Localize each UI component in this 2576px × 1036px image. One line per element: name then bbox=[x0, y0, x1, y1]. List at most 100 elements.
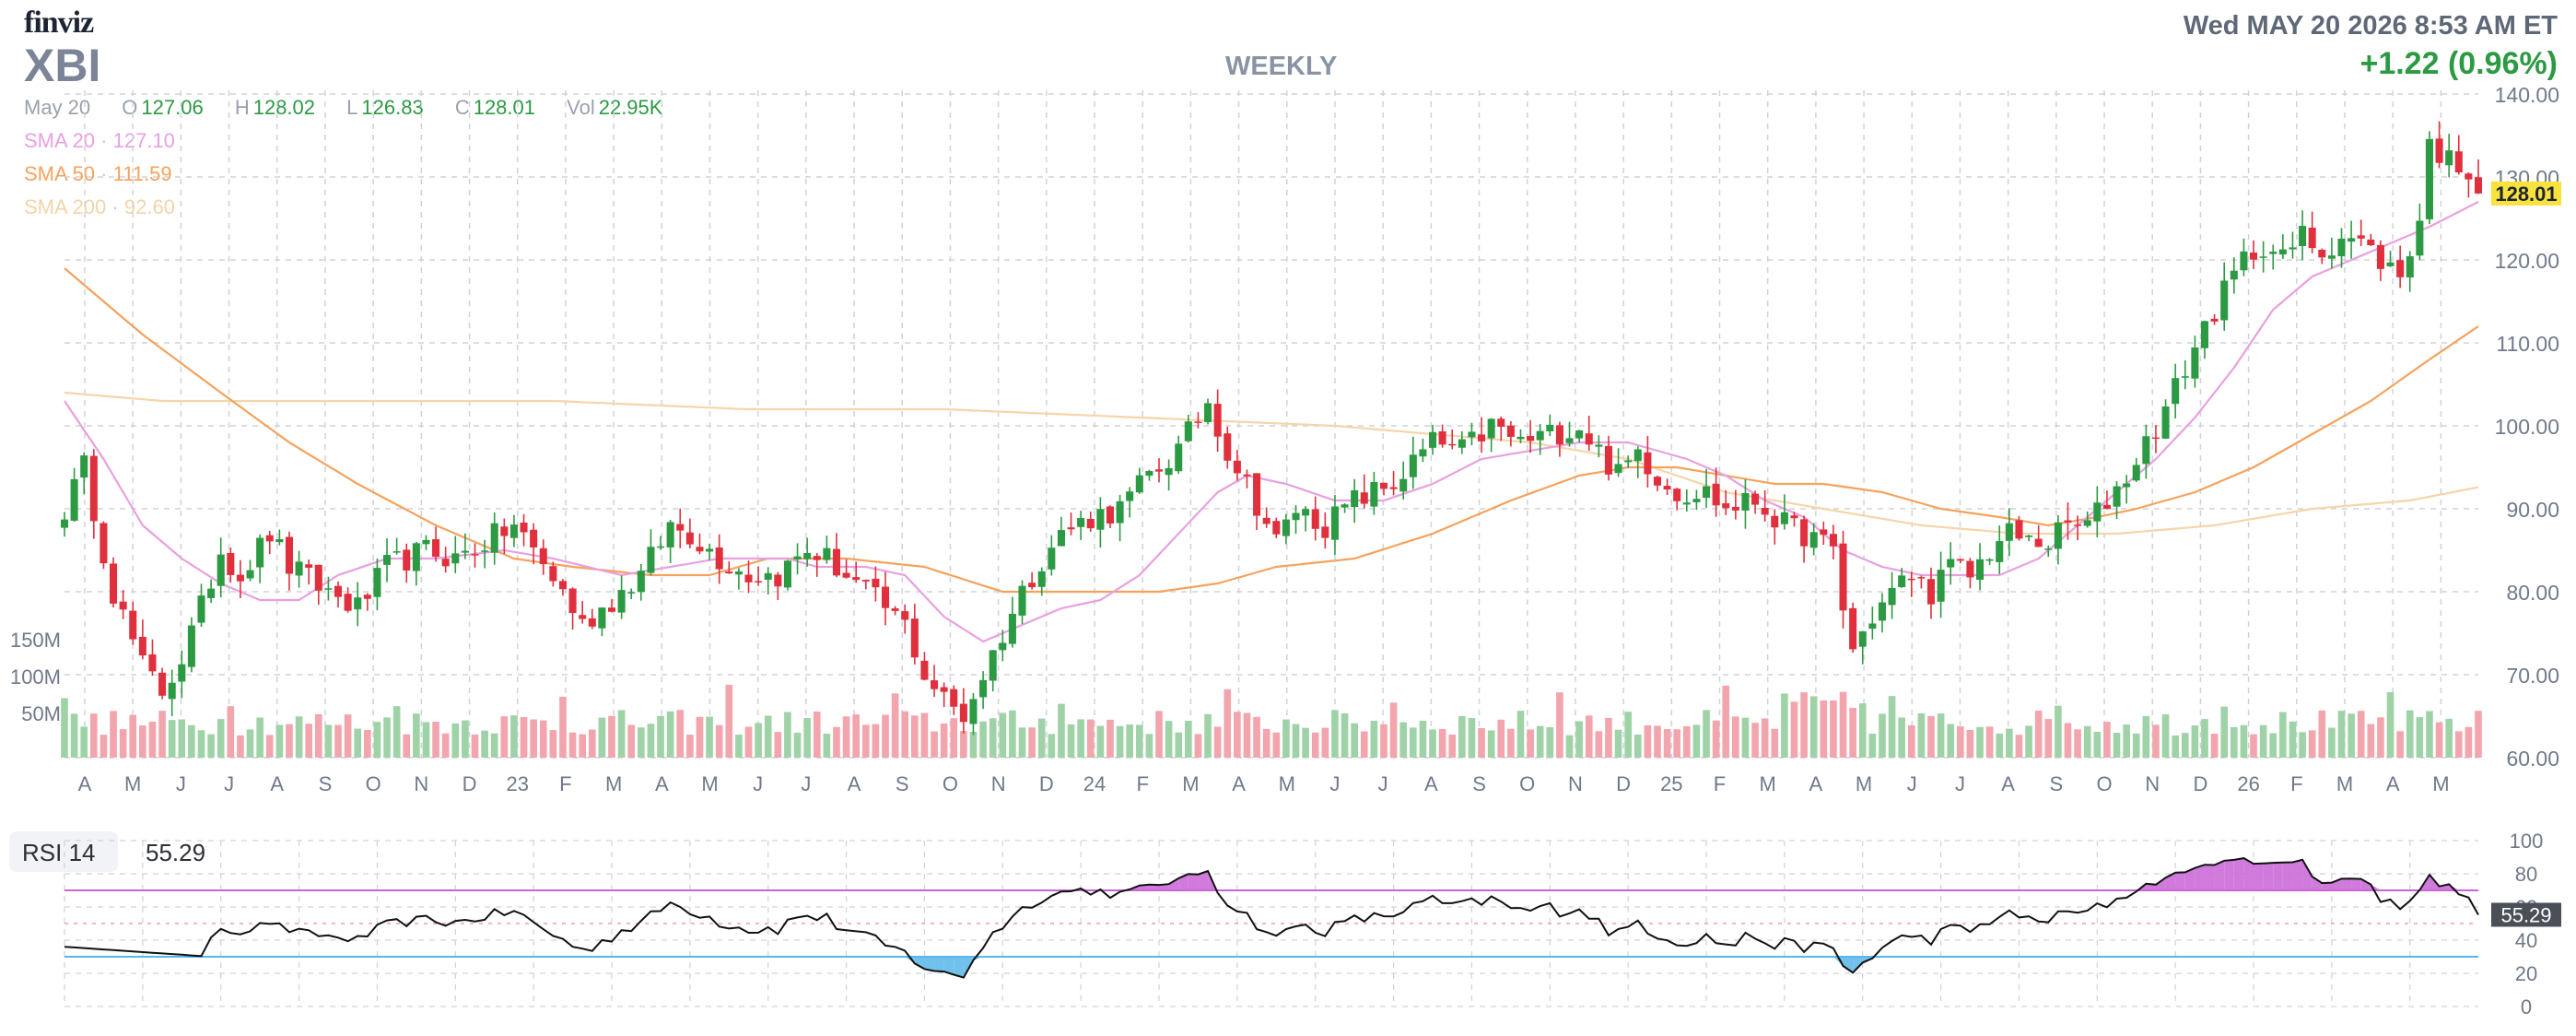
volume-bar bbox=[598, 717, 606, 758]
candle-body bbox=[60, 519, 69, 528]
candle-body bbox=[1126, 491, 1134, 501]
volume-bar bbox=[657, 715, 664, 758]
volume-bar bbox=[1575, 721, 1583, 758]
volume-bar bbox=[1204, 713, 1212, 758]
rsi-tag-bg bbox=[2491, 902, 2561, 927]
candle-body bbox=[530, 529, 538, 547]
price-tick-label: 100.00 bbox=[2495, 415, 2559, 439]
volume-bar bbox=[2337, 711, 2346, 758]
volume-bar bbox=[706, 716, 713, 758]
finviz-logo[interactable]: finviz bbox=[24, 6, 94, 40]
volume-bar bbox=[617, 710, 626, 758]
volume-bar bbox=[1389, 702, 1398, 758]
volume-bar bbox=[2308, 730, 2316, 758]
candle-body bbox=[500, 526, 509, 536]
candle-body bbox=[931, 680, 939, 689]
volume-bar bbox=[1067, 724, 1075, 758]
sma50-legend[interactable]: SMA 50 · 111.59 bbox=[24, 162, 172, 186]
volume-bar bbox=[1633, 735, 1642, 758]
volume-bar bbox=[119, 729, 127, 758]
volume-bar bbox=[969, 731, 978, 758]
price-tick-label: 120.00 bbox=[2495, 249, 2559, 273]
candle-body bbox=[2278, 249, 2287, 255]
rsi-oversold-fill bbox=[934, 957, 944, 972]
candle-body bbox=[1389, 487, 1398, 489]
candle-body bbox=[558, 581, 568, 590]
candle-body bbox=[2034, 538, 2043, 547]
date-tick-label: O bbox=[943, 772, 958, 795]
candle-body bbox=[1653, 477, 1662, 486]
candle-body bbox=[158, 672, 167, 696]
candle-body bbox=[187, 625, 195, 667]
volume-bar bbox=[1516, 711, 1525, 758]
candle-body bbox=[1555, 425, 1563, 445]
candle-body bbox=[1996, 541, 2004, 562]
candle-body bbox=[1175, 443, 1183, 472]
volume-bar bbox=[1614, 729, 1622, 758]
candle-body bbox=[217, 554, 225, 586]
candle-body bbox=[1341, 504, 1349, 508]
candle-body bbox=[793, 556, 802, 560]
volume-bar bbox=[911, 715, 919, 758]
volume-bar bbox=[1370, 720, 1378, 758]
volume-bar bbox=[842, 716, 850, 758]
volume-bar bbox=[344, 714, 352, 758]
candle-body bbox=[2142, 436, 2150, 465]
volume-bar bbox=[1507, 728, 1515, 758]
candle-body bbox=[1624, 460, 1633, 463]
rsi-tick-label: 20 bbox=[2515, 962, 2537, 985]
volume-bar bbox=[1272, 732, 1281, 758]
volume-bar bbox=[2103, 722, 2111, 758]
candle-body bbox=[1858, 630, 1867, 647]
volume-bar bbox=[1830, 700, 1837, 758]
timeframe-label[interactable]: WEEKLY bbox=[1225, 52, 1338, 81]
rsi-chart[interactable]: 020406080100 55.29 bbox=[0, 811, 2576, 1036]
rsi-overbought-fill bbox=[2331, 878, 2342, 890]
candle-body bbox=[1458, 439, 1466, 448]
date-tick-label: D bbox=[1039, 772, 1054, 795]
price-chart[interactable]: 60.0070.0080.0090.00100.00110.00120.0013… bbox=[0, 0, 2576, 811]
rsi-line bbox=[64, 857, 2479, 979]
sma20-legend[interactable]: SMA 20 · 127.10 bbox=[24, 129, 175, 153]
candle-body bbox=[1692, 499, 1701, 502]
candle-body bbox=[2240, 251, 2248, 271]
volume-bar bbox=[1458, 715, 1466, 758]
candle-body bbox=[1438, 431, 1446, 445]
volume-bar bbox=[1800, 692, 1808, 758]
candle-body bbox=[627, 592, 636, 594]
candle-body bbox=[920, 660, 929, 680]
candle-body bbox=[1360, 492, 1368, 504]
volume-bar bbox=[2259, 724, 2267, 758]
volume-bar bbox=[2181, 733, 2189, 758]
close-label: C bbox=[454, 96, 470, 119]
candle-body bbox=[950, 689, 958, 707]
candle-body bbox=[969, 699, 978, 724]
candle-body bbox=[1262, 517, 1270, 524]
volume-bar bbox=[823, 734, 831, 758]
rsi-label-box[interactable] bbox=[9, 831, 118, 872]
candle-body bbox=[2396, 260, 2405, 277]
candle-body bbox=[1536, 430, 1544, 441]
date-tick-label: J bbox=[1378, 772, 1388, 795]
candle-body bbox=[989, 650, 997, 681]
volume-bar bbox=[1077, 719, 1084, 758]
date-tick-label: A bbox=[78, 772, 92, 795]
candle-body bbox=[1468, 431, 1476, 438]
candle-body bbox=[490, 523, 498, 553]
candle-body bbox=[1370, 481, 1378, 507]
volume-bar bbox=[891, 693, 899, 758]
candle-body bbox=[676, 524, 685, 531]
volume-bar bbox=[676, 710, 685, 758]
volume-bar bbox=[803, 718, 811, 758]
price-tick-label: 110.00 bbox=[2496, 332, 2559, 356]
volume-bar bbox=[2250, 734, 2257, 758]
date-tick-label: N bbox=[991, 772, 1006, 795]
candle-body bbox=[901, 611, 909, 620]
candle-body bbox=[813, 556, 821, 560]
ticker-symbol: XBI bbox=[24, 40, 101, 91]
candle-body bbox=[1790, 515, 1798, 519]
sma200-legend[interactable]: SMA 200 · 92.60 bbox=[24, 195, 175, 219]
candle-body bbox=[2015, 520, 2023, 539]
candle-body bbox=[1516, 436, 1525, 440]
price-tick-label: 90.00 bbox=[2506, 498, 2559, 522]
